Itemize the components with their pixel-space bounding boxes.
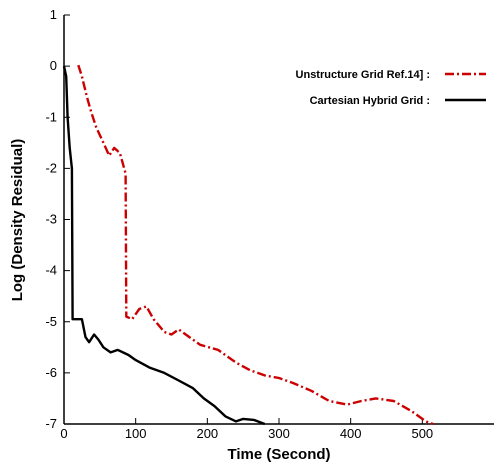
y-tick-label: -4 xyxy=(45,263,57,278)
y-tick-label: -3 xyxy=(45,212,57,227)
y-tick-label: -1 xyxy=(45,109,57,124)
x-tick-label: 100 xyxy=(125,426,147,441)
series-line-1 xyxy=(77,64,434,426)
legend-label-1: Unstructure Grid Ref.14] : xyxy=(296,69,430,81)
legend-label-2: Cartesian Hybrid Grid : xyxy=(310,95,430,107)
y-tick-label: 0 xyxy=(50,58,57,73)
x-tick-label: 200 xyxy=(196,426,218,441)
y-tick-label: -2 xyxy=(45,160,57,175)
x-tick-label: 0 xyxy=(60,426,67,441)
y-tick-label: -6 xyxy=(45,365,57,380)
ticks: 0 100 200 300 400 500 1 0 -1 -2 -3 -4 -5 -6 -7 xyxy=(45,7,433,441)
x-axis-label: Time (Second) xyxy=(227,446,330,463)
x-tick-label: 500 xyxy=(411,426,433,441)
legend: Unstructure Grid Ref.14] : Cartesian Hybr… xyxy=(296,69,486,107)
series-line-2 xyxy=(62,65,266,426)
y-tick-label: -5 xyxy=(45,314,57,329)
x-tick-label: 300 xyxy=(268,426,290,441)
series-layer xyxy=(62,64,434,426)
y-axis-label: Log (Density Residual) xyxy=(9,139,26,302)
y-tick-label: 1 xyxy=(50,7,57,22)
x-tick-label: 400 xyxy=(340,426,362,441)
y-tick-label: -7 xyxy=(45,416,57,431)
